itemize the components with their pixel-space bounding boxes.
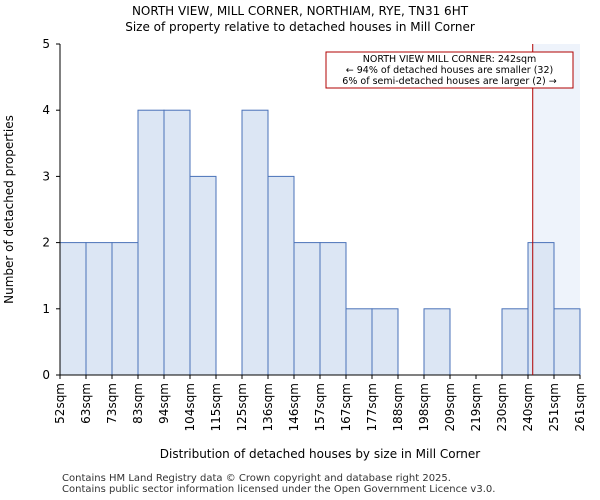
x-tick-label: 219sqm: [469, 383, 483, 431]
x-tick-label: 94sqm: [157, 383, 171, 424]
y-tick-label: 4: [42, 103, 50, 117]
footer-attribution-line: Contains HM Land Registry data © Crown c…: [62, 473, 451, 484]
annotation-line: NORTH VIEW MILL CORNER: 242sqm: [363, 54, 537, 65]
annotation-line: ← 94% of detached houses are smaller (32…: [346, 65, 553, 76]
histogram-bar: [137, 109, 165, 376]
histogram-bar: [163, 109, 191, 376]
histogram-bar: [345, 308, 373, 376]
x-tick-label: 177sqm: [365, 383, 379, 431]
y-tick-label: 2: [42, 236, 50, 250]
x-tick-label: 83sqm: [131, 383, 145, 424]
annotation-box-frame: [325, 51, 574, 89]
histogram-bar: [189, 175, 217, 376]
x-tick-label: 157sqm: [313, 383, 327, 431]
histogram-bar: [111, 242, 139, 376]
x-tick-label: 167sqm: [339, 383, 353, 431]
histogram-bar: [501, 308, 529, 376]
histogram-bar: [423, 308, 451, 376]
x-tick-label: 104sqm: [183, 383, 197, 431]
histogram-bar: [319, 242, 347, 376]
histogram-bar: [85, 242, 113, 376]
x-tick-label: 125sqm: [235, 383, 249, 431]
histogram-bar: [293, 242, 321, 376]
x-tick-label: 115sqm: [209, 383, 223, 431]
y-tick-label: 3: [42, 169, 50, 183]
x-tick-label: 146sqm: [287, 383, 301, 431]
histogram-bar: [267, 175, 295, 376]
x-tick-label: 240sqm: [521, 383, 535, 431]
histogram-bar: [553, 308, 581, 376]
x-tick-label: 198sqm: [417, 383, 431, 431]
y-tick-label: 5: [42, 37, 50, 51]
annotation-line: 6% of semi-detached houses are larger (2…: [342, 76, 556, 87]
x-tick-label: 251sqm: [547, 383, 561, 431]
y-tick-label: 0: [42, 368, 50, 382]
x-tick-label: 73sqm: [105, 383, 119, 424]
histogram-bar: [371, 308, 399, 376]
annotation-box: NORTH VIEW MILL CORNER: 242sqm ← 94% of …: [325, 51, 574, 89]
y-axis-label: Number of detached properties: [2, 115, 16, 304]
x-tick-label: 52sqm: [53, 383, 67, 424]
x-tick-label: 209sqm: [443, 383, 457, 431]
histogram-bar: [527, 242, 555, 376]
footer-licence-line: Contains public sector information licen…: [62, 484, 496, 495]
x-axis-label: Distribution of detached houses by size …: [160, 447, 481, 461]
y-tick-label: 1: [42, 302, 50, 316]
x-tick-label: 230sqm: [495, 383, 509, 431]
chart-title: NORTH VIEW, MILL CORNER, NORTHIAM, RYE, …: [131, 4, 469, 18]
x-tick-label: 136sqm: [261, 383, 275, 431]
x-tick-label: 188sqm: [391, 383, 405, 431]
x-tick-label: 63sqm: [79, 383, 93, 424]
chart-subtitle: Size of property relative to detached ho…: [125, 20, 475, 34]
x-tick-label: 261sqm: [573, 383, 587, 431]
histogram-bar: [59, 242, 87, 376]
histogram-bar: [241, 109, 269, 376]
